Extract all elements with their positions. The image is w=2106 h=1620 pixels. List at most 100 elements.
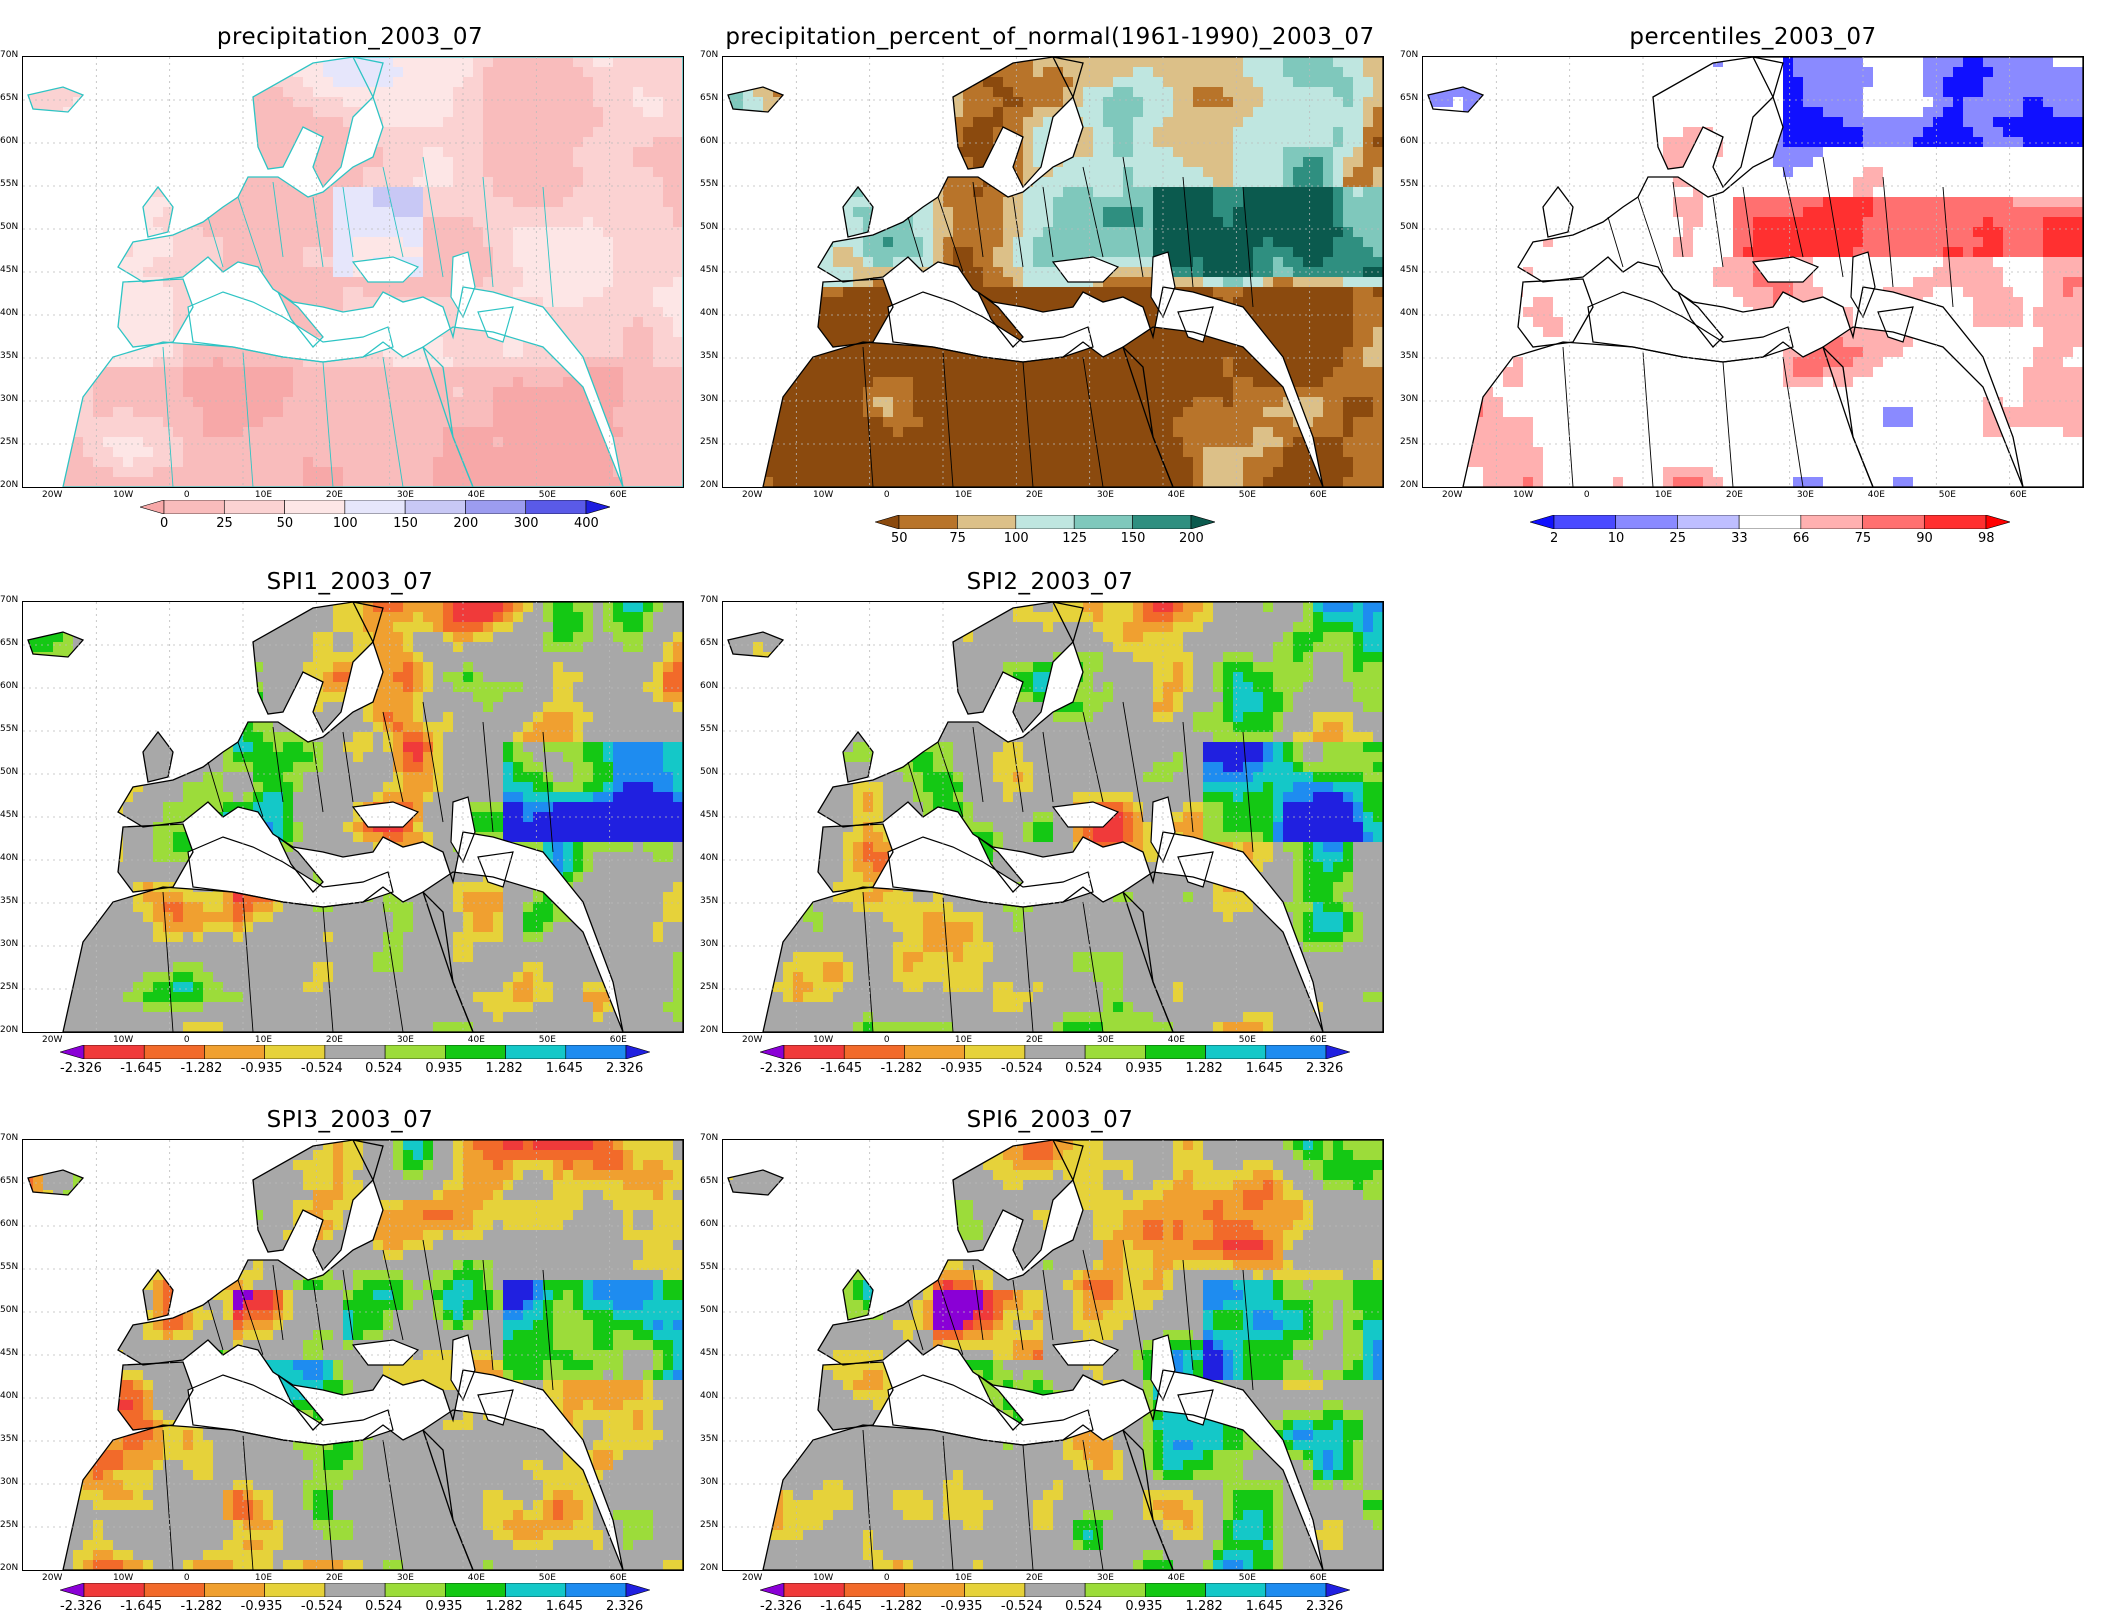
lat-tick-label: 25N xyxy=(700,1520,718,1530)
colorbar-tick-label: -0.935 xyxy=(241,1061,283,1076)
lat-tick-label: 30N xyxy=(0,939,18,949)
lat-tick-label: 65N xyxy=(0,1176,18,1186)
colorbar-tick-label: 0.935 xyxy=(1125,1061,1162,1076)
lon-tick-label: 10E xyxy=(955,1573,972,1583)
colorbar-precipitation: 0 25 50 100 150 200 300 400 xyxy=(140,500,610,540)
lon-tick-label: 0 xyxy=(184,490,190,500)
lon-tick-label: 20E xyxy=(1026,1573,1043,1583)
lat-tick-label: 60N xyxy=(700,136,718,146)
colorbar-tick-label: -0.935 xyxy=(241,1599,283,1614)
lon-tick-label: 10W xyxy=(113,490,133,500)
colorbar-spi2: -2.326 -1.645 -1.282 -0.935 -0.524 0.524 0.935… xyxy=(760,1045,1350,1085)
lat-tick-label: 50N xyxy=(1400,222,1418,232)
lat-tick-label: 40N xyxy=(0,853,18,863)
lat-tick-label: 50N xyxy=(700,767,718,777)
lat-tick-label: 45N xyxy=(0,1348,18,1358)
lat-tick-label: 55N xyxy=(700,179,718,189)
colorbar-spi6: -2.326 -1.645 -1.282 -0.935 -0.524 0.524 0.935… xyxy=(760,1583,1350,1620)
lat-tick-label: 65N xyxy=(700,638,718,648)
lon-tick-label: 10E xyxy=(255,1035,272,1045)
panel-spi2: SPI2_2003_07 -2.326 -1.645 -1.282 -0.935 -0.… xyxy=(700,545,1400,1085)
lon-tick-label: 20E xyxy=(326,1573,343,1583)
colorbar-svg xyxy=(60,1045,650,1059)
colorbar-tick-label: 200 xyxy=(453,516,478,531)
lon-tick-label: 20W xyxy=(42,490,62,500)
lat-tick-label: 55N xyxy=(0,179,18,189)
lat-tick-label: 30N xyxy=(700,939,718,949)
colorbar-spi1: -2.326 -1.645 -1.282 -0.935 -0.524 0.524 0.935… xyxy=(60,1045,650,1085)
lat-tick-label: 20N xyxy=(0,480,18,490)
lat-tick-label: 35N xyxy=(0,1434,18,1444)
colorbar-tick-label: 2.326 xyxy=(1306,1599,1343,1614)
lat-tick-label: 35N xyxy=(0,351,18,361)
colorbar-tick-label: -1.645 xyxy=(820,1061,862,1076)
lon-tick-label: 50E xyxy=(1939,490,1956,500)
colorbar-tick-label: -2.326 xyxy=(60,1599,102,1614)
map-spi3 xyxy=(22,1139,684,1571)
lon-tick-label: 10E xyxy=(1655,490,1672,500)
colorbar-svg xyxy=(760,1045,1350,1059)
lat-tick-label: 25N xyxy=(1400,437,1418,447)
lat-tick-label: 50N xyxy=(0,1305,18,1315)
lat-tick-label: 45N xyxy=(1400,265,1418,275)
lon-tick-label: 20W xyxy=(42,1573,62,1583)
colorbar-tick-label: -2.326 xyxy=(760,1061,802,1076)
colorbar-tick-label: -1.645 xyxy=(120,1061,162,1076)
lat-tick-label: 25N xyxy=(0,437,18,447)
colorbar-tick-label: -0.524 xyxy=(301,1599,343,1614)
lon-tick-label: 40E xyxy=(468,1035,485,1045)
lon-tick-label: 60E xyxy=(1310,1035,1327,1045)
map-canvas xyxy=(23,57,683,487)
lon-tick-label: 10E xyxy=(955,1035,972,1045)
lat-tick-label: 65N xyxy=(700,1176,718,1186)
lat-tick-label: 45N xyxy=(700,810,718,820)
lat-tick-label: 60N xyxy=(0,136,18,146)
map-title: precipitation_2003_07 xyxy=(0,24,700,50)
lon-tick-label: 50E xyxy=(539,490,556,500)
lat-tick-label: 55N xyxy=(0,1262,18,1272)
colorbar-tick-label: -1.282 xyxy=(880,1599,922,1614)
lon-tick-label: 10E xyxy=(255,1573,272,1583)
lat-tick-label: 70N xyxy=(700,1133,718,1143)
lat-tick-label: 55N xyxy=(0,724,18,734)
lat-tick-label: 70N xyxy=(700,595,718,605)
colorbar-svg xyxy=(140,500,610,514)
map-spi1 xyxy=(22,601,684,1033)
map-title: percentiles_2003_07 xyxy=(1400,24,2106,50)
lat-tick-label: 70N xyxy=(0,595,18,605)
colorbar-tick-label: 200 xyxy=(1179,531,1204,546)
lat-tick-label: 45N xyxy=(0,265,18,275)
lat-tick-label: 45N xyxy=(700,1348,718,1358)
lat-tick-label: 60N xyxy=(0,1219,18,1229)
colorbar-tick-label: 1.282 xyxy=(486,1061,523,1076)
lon-tick-label: 60E xyxy=(610,1035,627,1045)
panel-spi6: SPI6_2003_07 -2.326 -1.645 -1.282 -0.935 -0.… xyxy=(700,1085,1400,1620)
lon-tick-label: 30E xyxy=(397,1573,414,1583)
colorbar-svg xyxy=(1530,515,2010,529)
lon-tick-label: 30E xyxy=(397,1035,414,1045)
colorbar-tick-label: 1.282 xyxy=(1186,1061,1223,1076)
colorbar-percentiles: 2 10 25 33 66 75 90 98 xyxy=(1530,515,2010,555)
colorbar-tick-label: -2.326 xyxy=(760,1599,802,1614)
colorbar-tick-label: 1.645 xyxy=(546,1599,583,1614)
colorbar-tick-label: 1.645 xyxy=(1246,1061,1283,1076)
colorbar-tick-label: -1.282 xyxy=(880,1061,922,1076)
panel-percent-of-normal: precipitation_percent_of_normal(1961-199… xyxy=(700,0,1400,546)
map-title: SPI1_2003_07 xyxy=(0,569,700,595)
lat-tick-label: 30N xyxy=(0,394,18,404)
colorbar-tick-label: 0.935 xyxy=(1125,1599,1162,1614)
lon-tick-label: 40E xyxy=(1168,1035,1185,1045)
colorbar-svg xyxy=(760,1583,1350,1597)
lat-tick-label: 50N xyxy=(0,222,18,232)
lon-tick-label: 50E xyxy=(1239,490,1256,500)
colorbar-tick-label: -1.282 xyxy=(180,1061,222,1076)
colorbar-tick-label: 50 xyxy=(891,531,908,546)
lon-tick-label: 20E xyxy=(1026,490,1043,500)
lon-tick-label: 20W xyxy=(742,490,762,500)
lon-tick-label: 50E xyxy=(1239,1035,1256,1045)
lon-tick-label: 40E xyxy=(1868,490,1885,500)
panel-percentiles: percentiles_2003_07 2 10 25 33 66 75 90 98 70N 6… xyxy=(1400,0,2106,546)
colorbar-tick-label: 98 xyxy=(1978,531,1995,546)
colorbar-tick-label: 300 xyxy=(514,516,539,531)
lat-tick-label: 70N xyxy=(1400,50,1418,60)
